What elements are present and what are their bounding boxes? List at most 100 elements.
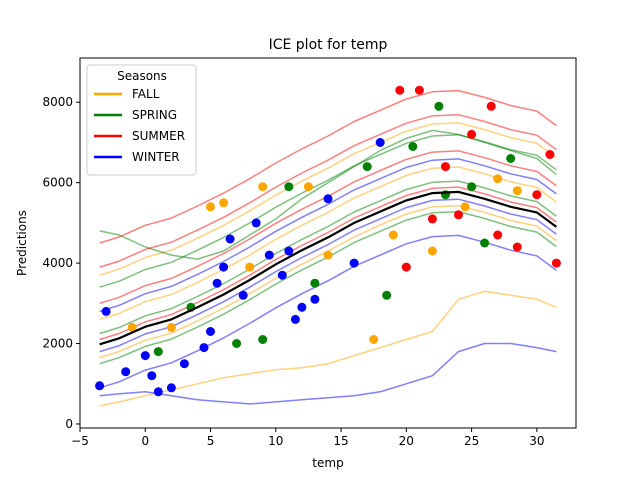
point-winter-7 xyxy=(206,327,215,336)
point-summer-3 xyxy=(467,129,477,139)
point-winter-2 xyxy=(121,367,131,377)
ice-curve-winter-3 xyxy=(99,342,557,405)
point-winter-10 xyxy=(238,290,248,300)
point-winter-9 xyxy=(225,234,235,244)
point-spring-8 xyxy=(467,182,477,192)
ice-curve-fall-1 xyxy=(99,166,557,321)
x-tick-label: 5 xyxy=(207,434,215,448)
ice-curve-summer-0 xyxy=(99,186,557,341)
y-tick-label: 0 xyxy=(65,417,73,431)
point-spring-9 xyxy=(506,154,516,163)
point-winter-20 xyxy=(147,371,157,381)
point-summer-7 xyxy=(545,150,555,159)
point-summer-9 xyxy=(401,262,411,272)
y-tick-label: 6000 xyxy=(42,176,73,190)
x-tick-label: 20 xyxy=(399,434,414,448)
point-fall-11 xyxy=(245,262,255,272)
point-summer-4 xyxy=(486,101,496,111)
point-spring-0 xyxy=(153,347,163,357)
y-tick-label: 4000 xyxy=(42,256,73,270)
point-winter-4 xyxy=(153,387,163,397)
point-spring-6 xyxy=(408,142,418,151)
point-winter-15 xyxy=(290,314,300,324)
average-line xyxy=(99,190,558,346)
point-summer-6 xyxy=(532,190,542,200)
point-fall-13 xyxy=(388,230,398,240)
x-tick-label: 0 xyxy=(141,434,149,448)
point-winter-21 xyxy=(179,359,189,369)
point-fall-5 xyxy=(369,335,379,344)
point-spring-3 xyxy=(284,182,294,192)
point-summer-2 xyxy=(441,162,450,172)
point-summer-5 xyxy=(512,242,522,252)
point-winter-11 xyxy=(251,218,261,228)
point-winter-1 xyxy=(101,306,111,316)
ice-curve-spring-1 xyxy=(99,180,557,335)
point-winter-5 xyxy=(166,383,176,393)
observation-points xyxy=(95,85,561,397)
y-axis: 0 2000 4000 6000 8000 xyxy=(42,95,80,431)
point-winter-18 xyxy=(349,258,359,268)
point-winter-0 xyxy=(95,381,105,391)
point-winter-12 xyxy=(264,250,274,260)
point-winter-14 xyxy=(284,246,294,256)
point-fall-8 xyxy=(493,174,503,184)
y-axis-title: Predictions xyxy=(15,210,29,276)
x-tick-label: 10 xyxy=(268,434,283,448)
point-fall-9 xyxy=(512,186,522,196)
point-summer-12 xyxy=(493,230,503,240)
legend-title: Seasons xyxy=(117,69,167,83)
point-spring-4 xyxy=(362,162,372,172)
point-winter-19 xyxy=(375,138,385,147)
point-fall-7 xyxy=(460,202,470,212)
point-fall-10 xyxy=(166,323,176,332)
legend: Seasons FALL SPRING SUMMER WINTER xyxy=(86,64,197,176)
point-summer-11 xyxy=(454,210,463,220)
ice-curve-summer-3 xyxy=(99,89,557,244)
x-tick-label: −5 xyxy=(71,434,89,448)
legend-label-winter: WINTER xyxy=(132,150,180,164)
chart-title: ICE plot for temp xyxy=(269,37,388,53)
point-winter-23 xyxy=(297,302,307,312)
x-tick-label: 25 xyxy=(464,434,479,448)
point-spring-7 xyxy=(434,101,444,111)
point-winter-17 xyxy=(323,194,333,204)
legend-label-fall: FALL xyxy=(132,87,160,101)
y-tick-label: 2000 xyxy=(42,337,73,351)
point-fall-3 xyxy=(258,182,268,192)
point-fall-4 xyxy=(303,182,313,192)
point-fall-6 xyxy=(427,246,437,256)
point-summer-8 xyxy=(551,258,561,268)
point-summer-1 xyxy=(414,85,424,95)
ice-curve-spring-3 xyxy=(99,129,557,260)
point-spring-13 xyxy=(480,238,490,248)
pdp-line xyxy=(99,190,558,346)
point-fall-1 xyxy=(206,202,215,212)
point-spring-2 xyxy=(232,339,242,348)
point-winter-16 xyxy=(310,294,320,304)
ice-curve-summer-2 xyxy=(99,113,557,268)
point-winter-22 xyxy=(219,262,229,272)
ice-curve-winter-2 xyxy=(99,158,557,313)
point-fall-2 xyxy=(219,198,229,208)
y-tick-label: 8000 xyxy=(42,95,73,109)
point-winter-8 xyxy=(212,278,222,288)
x-axis-title: temp xyxy=(312,456,343,470)
x-axis: −5 0 5 10 15 20 25 30 xyxy=(71,428,544,448)
point-fall-12 xyxy=(323,250,333,260)
point-winter-6 xyxy=(199,343,209,353)
point-fall-0 xyxy=(127,323,137,332)
point-spring-10 xyxy=(258,335,268,344)
legend-label-summer: SUMMER xyxy=(132,129,185,143)
point-winter-13 xyxy=(277,270,287,280)
x-tick-label: 30 xyxy=(529,434,544,448)
legend-box xyxy=(86,64,197,176)
plot-frame xyxy=(79,57,577,429)
point-spring-5 xyxy=(382,290,392,300)
point-spring-11 xyxy=(310,278,320,288)
legend-label-spring: SPRING xyxy=(132,108,177,122)
ice-curve-spring-2 xyxy=(99,134,557,288)
ice-curve-fall-2 xyxy=(99,122,557,276)
x-tick-label: 15 xyxy=(333,434,348,448)
